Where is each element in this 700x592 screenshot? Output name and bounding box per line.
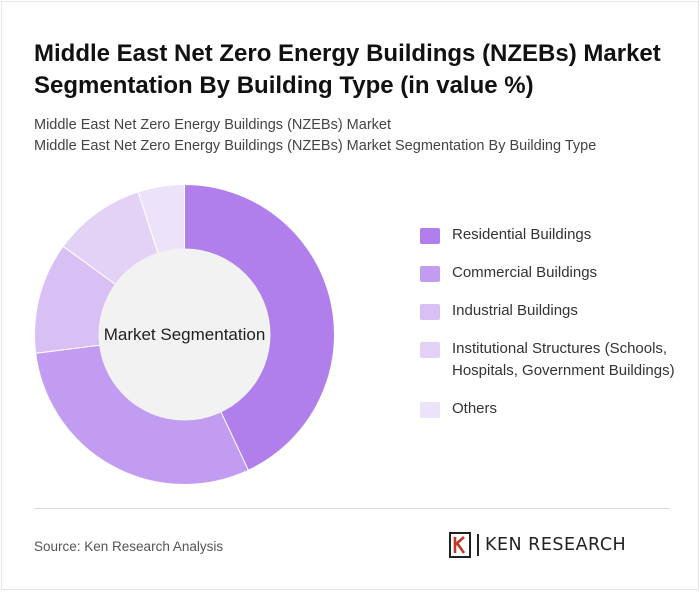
brand-name: KEN RESEARCH bbox=[485, 535, 627, 555]
brand-separator bbox=[477, 534, 479, 556]
legend-item: Industrial Buildings bbox=[420, 300, 690, 322]
chart-subtitle: Middle East Net Zero Energy Buildings (N… bbox=[34, 115, 674, 157]
chart-legend: Residential Buildings Commercial Building… bbox=[420, 224, 690, 436]
legend-item: Institutional Structures (Schools, Hospi… bbox=[420, 338, 690, 382]
center-label: Market Segmentation bbox=[104, 325, 266, 344]
brand-logo: KEN RESEARCH bbox=[449, 532, 626, 558]
legend-swatch bbox=[420, 342, 440, 358]
chart-title: Middle East Net Zero Energy Buildings (N… bbox=[34, 40, 661, 99]
legend-swatch bbox=[420, 402, 440, 418]
legend-item: Others bbox=[420, 398, 690, 420]
legend-label: Commercial Buildings bbox=[452, 264, 598, 281]
ken-research-logo-icon bbox=[449, 532, 471, 558]
legend-swatch bbox=[420, 266, 440, 282]
legend-item: Residential Buildings bbox=[420, 224, 690, 246]
legend-swatch bbox=[420, 304, 440, 320]
donut-chart: Market Segmentation bbox=[34, 183, 335, 485]
legend-label: Institutional Structures (Schools, Hospi… bbox=[452, 340, 675, 379]
legend-item: Commercial Buildings bbox=[420, 262, 690, 284]
donut-hole bbox=[98, 248, 271, 421]
legend-swatch bbox=[420, 228, 440, 244]
legend-label: Industrial Buildings bbox=[452, 302, 578, 319]
source-note: Source: Ken Research Analysis bbox=[34, 539, 224, 554]
footer-divider bbox=[34, 508, 670, 509]
legend-label: Others bbox=[452, 400, 498, 417]
subtitle-line-1: Middle East Net Zero Energy Buildings (N… bbox=[34, 117, 391, 133]
subtitle-line-2: Middle East Net Zero Energy Buildings (N… bbox=[34, 138, 597, 154]
legend-label: Residential Buildings bbox=[452, 226, 592, 243]
